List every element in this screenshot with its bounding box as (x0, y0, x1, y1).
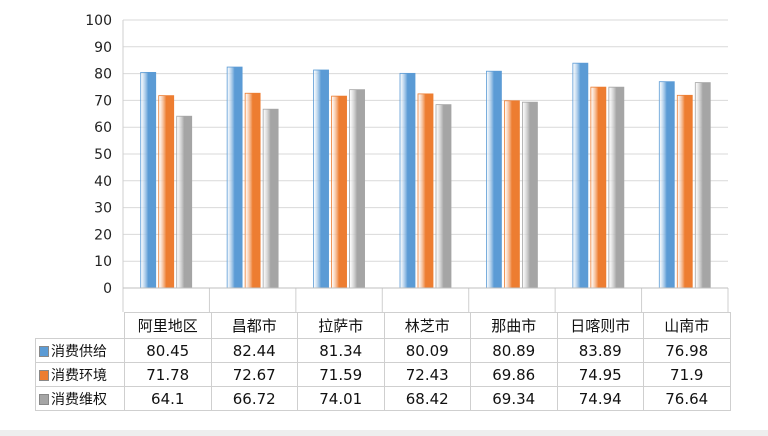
table-row: 消费供给 80.45 82.44 81.34 80.09 80.89 83.89 76.98 (35, 338, 731, 363)
series-name: 消费环境 (51, 367, 107, 384)
table-header-row: 阿里地区 昌都市 拉萨市 林芝市 那曲市 日喀则市 山南市 (36, 312, 731, 339)
data-label: 72.67 (210, 362, 298, 387)
category-label: 昌都市 (210, 312, 298, 339)
y-tick-label: 90 (94, 40, 112, 56)
data-label: 80.89 (470, 338, 558, 363)
bar-消费维权 (522, 101, 538, 289)
data-label: 68.42 (383, 386, 471, 411)
y-tick-label: 60 (94, 120, 112, 136)
category-label: 日喀则市 (556, 312, 644, 339)
table-row: 消费环境 71.78 72.67 71.59 72.43 69.86 74.95 71.9 (35, 362, 731, 387)
data-label: 71.59 (297, 362, 385, 387)
data-label: 76.64 (643, 386, 731, 411)
category-label: 拉萨市 (297, 312, 385, 339)
data-label: 74.01 (297, 386, 385, 411)
data-label: 80.09 (383, 338, 471, 363)
data-label: 76.98 (643, 338, 731, 363)
data-label: 74.94 (556, 386, 644, 411)
data-label: 69.34 (470, 386, 558, 411)
bar-消费维权 (435, 104, 452, 289)
bar-消费供给 (226, 66, 243, 289)
data-label: 71.9 (643, 362, 731, 387)
bar-消费供给 (313, 69, 329, 289)
legend-swatch-icon (39, 370, 49, 381)
bar-消费维权 (349, 89, 365, 289)
data-label: 71.78 (124, 362, 212, 387)
data-label: 64.1 (124, 386, 212, 411)
bar-消费维权 (176, 115, 193, 289)
bar-消费维权 (694, 82, 711, 289)
bar-消费环境 (417, 93, 434, 289)
legend-swatch-icon (39, 394, 49, 405)
bar-消费供给 (399, 72, 416, 289)
data-label: 69.86 (470, 362, 558, 387)
data-label: 80.45 (124, 338, 212, 363)
y-tick-label: 30 (94, 201, 112, 217)
bar-消费供给 (486, 70, 502, 289)
table-row: 消费维权 64.1 66.72 74.01 68.42 69.34 74.94 76.64 (35, 386, 731, 411)
data-label: 82.44 (210, 338, 298, 363)
y-tick-label: 40 (94, 174, 112, 190)
legend-swatch-icon (39, 346, 49, 357)
bottom-border (0, 430, 768, 436)
series-name: 消费维权 (51, 391, 107, 408)
bar-chart: 0 10 20 30 40 50 60 70 80 90 100 (85, 13, 729, 312)
y-tick-label: 10 (94, 254, 112, 270)
bar-消费供给 (658, 81, 675, 289)
legend-key: 消费供给 (35, 338, 125, 363)
category-label: 那曲市 (470, 312, 558, 339)
data-table: 阿里地区 昌都市 拉萨市 林芝市 那曲市 日喀则市 山南市 消费供给 80.45 8… (35, 312, 731, 411)
bar-消费环境 (504, 100, 520, 289)
y-tick-label: 70 (94, 93, 112, 109)
series-name: 消费供给 (51, 343, 107, 360)
legend-key: 消费维权 (35, 386, 125, 411)
bar-消费供给 (572, 62, 589, 289)
y-tick-label: 50 (94, 147, 112, 163)
data-label: 74.95 (556, 362, 644, 387)
data-label: 72.43 (383, 362, 471, 387)
y-tick-label: 100 (85, 13, 112, 29)
data-label: 66.72 (210, 386, 298, 411)
table-corner (36, 313, 125, 339)
y-tick-label: 0 (103, 281, 112, 297)
bar-消费环境 (590, 86, 607, 289)
bar-消费环境 (331, 95, 347, 289)
category-label: 林芝市 (383, 312, 471, 339)
data-label: 81.34 (297, 338, 385, 363)
bar-消费环境 (244, 92, 261, 289)
data-label: 83.89 (556, 338, 644, 363)
category-label: 山南市 (643, 312, 731, 339)
bar-消费环境 (676, 94, 693, 289)
bar-消费供给 (140, 71, 157, 289)
y-tick-label: 80 (94, 67, 112, 83)
category-label: 阿里地区 (124, 312, 212, 339)
bar-消费环境 (158, 95, 175, 289)
y-tick-label: 20 (94, 227, 112, 243)
bar-消费维权 (608, 86, 625, 289)
legend-key: 消费环境 (35, 362, 125, 387)
bar-消费维权 (262, 108, 279, 289)
